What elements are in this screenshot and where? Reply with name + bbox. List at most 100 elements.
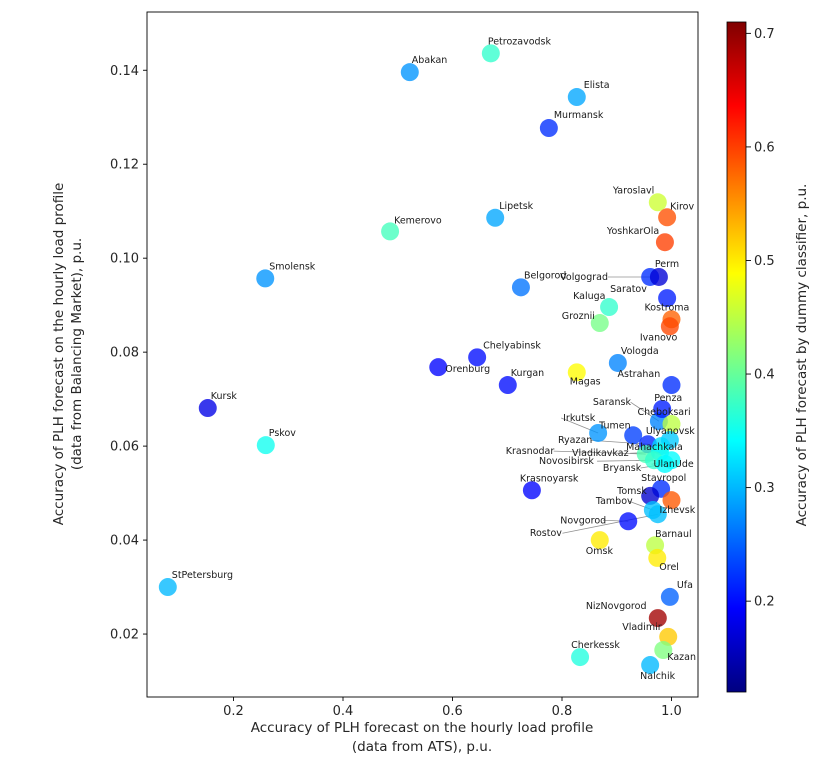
city-label: Krasnodar	[506, 446, 555, 457]
city-label: Abakan	[412, 55, 448, 66]
x-tick-label: 0.2	[223, 704, 244, 719]
city-label: Orenburg	[445, 364, 490, 375]
city-label: Kaluga	[573, 291, 605, 302]
scatter-point	[658, 208, 677, 227]
scatter-point	[662, 415, 681, 434]
scatter-point	[662, 376, 681, 395]
scatter-point	[655, 233, 674, 252]
x-tick-label: 0.6	[442, 704, 463, 719]
x-tick-label: 0.8	[552, 704, 573, 719]
city-label: Magas	[570, 376, 601, 387]
colorbar-group: 0.2 0.3 0.4 0.5 0.6 0.7	[726, 21, 775, 693]
city-label: Lipetsk	[499, 201, 533, 212]
city-label: Petrozavodsk	[488, 36, 552, 47]
colorbar-tick-label: 0.4	[754, 368, 775, 383]
x-axis-label-line2: (data from ATS), p.u.	[352, 739, 492, 755]
city-label: Kazan	[667, 652, 696, 663]
scatter-point	[662, 451, 681, 470]
scatter-point	[649, 267, 668, 286]
y-tick-label: 0.02	[110, 628, 139, 643]
city-label: Perm	[655, 259, 679, 270]
city-label: Elista	[584, 80, 610, 91]
scatter-point	[590, 314, 609, 333]
scatter-point	[256, 269, 275, 288]
city-label: Krasnoyarsk	[520, 473, 579, 484]
scatter-point	[498, 376, 517, 395]
city-label: Ivanovo	[640, 332, 678, 343]
city-label: Omsk	[586, 546, 614, 557]
x-tick-label: 1.0	[661, 704, 682, 719]
city-label: Stavropol	[641, 473, 686, 484]
colorbar	[726, 21, 747, 693]
scatter-point	[468, 348, 487, 367]
city-label: Izhevsk	[660, 505, 696, 516]
scatter-point	[429, 358, 448, 377]
city-label: NizNovgorod	[586, 601, 647, 612]
scatter-point	[660, 317, 679, 336]
scatter-point	[619, 512, 638, 531]
scatter-point	[641, 656, 660, 675]
city-labels-group: Petrozavodsk Abakan Elista Murmansk Yaroslav…	[172, 36, 696, 682]
city-label: Kostroma	[645, 302, 690, 313]
city-label: StPetersburg	[172, 570, 233, 581]
scatter-point	[658, 289, 677, 308]
scatter-point	[590, 531, 609, 550]
city-label: Volgograd	[560, 272, 608, 283]
city-label: Ufa	[677, 580, 693, 591]
city-label: Tambov	[595, 496, 633, 507]
city-label: Tomsk	[616, 486, 647, 497]
y-tick-label: 0.12	[110, 158, 139, 173]
city-label: Nalchik	[640, 671, 675, 682]
scatter-point	[624, 426, 643, 445]
colorbar-tick-label: 0.7	[754, 27, 775, 42]
city-label: Kursk	[211, 391, 238, 402]
city-label: Vladikavkaz	[572, 448, 629, 459]
axes-group: 0.2 0.4 0.6 0.8 1.0 0.02 0.04 0.06 0.08 0.10 0.12 0…	[110, 11, 699, 719]
city-label: Saratov	[610, 284, 647, 295]
colorbar-label: Accuracy of PLH forecast by dummy classi…	[794, 184, 810, 527]
colorbar-tick-label: 0.5	[754, 254, 775, 269]
scatter-point	[256, 436, 275, 455]
city-label: Novgorod	[560, 515, 606, 526]
annotation-leader-line	[562, 513, 658, 534]
y-tick-label: 0.08	[110, 346, 139, 361]
city-label: Penza	[654, 393, 682, 404]
scatter-point	[641, 486, 660, 505]
x-axis-label-line1: Accuracy of PLH forecast on the hourly l…	[251, 720, 594, 736]
scatter-point	[589, 423, 608, 442]
scatter-point	[660, 587, 679, 606]
city-label: Ulyanovsk	[646, 426, 695, 437]
colorbar-tick-label: 0.2	[754, 595, 775, 610]
city-label: YoshkarOla	[606, 226, 659, 237]
city-label: Yaroslavl	[612, 185, 655, 196]
city-label: Irkutsk	[563, 413, 596, 424]
city-label: Ryazan	[558, 435, 592, 446]
scatter-point	[600, 298, 619, 317]
y-tick-label: 0.10	[110, 252, 139, 267]
city-label: Bryansk	[603, 463, 642, 474]
colorbar-tick-label: 0.3	[754, 481, 775, 496]
x-tick-label: 0.4	[333, 704, 354, 719]
scatter-point	[571, 648, 590, 667]
scatter-point	[648, 609, 667, 628]
city-label: Kurgan	[511, 368, 544, 379]
scatter-point	[198, 399, 217, 418]
city-label: Saransk	[593, 397, 632, 408]
city-label: Barnaul	[655, 529, 692, 540]
city-label: Kirov	[670, 201, 694, 212]
city-label: Novosibirsk	[539, 456, 594, 467]
city-label: Cheboksari	[638, 407, 691, 418]
scatter-point	[648, 193, 667, 212]
scatter-point	[486, 208, 505, 227]
y-tick-label: 0.06	[110, 440, 139, 455]
city-label: Vladimir	[622, 622, 662, 633]
scatter-point	[511, 278, 530, 297]
scatter-point	[648, 505, 667, 524]
city-label: Chelyabinsk	[483, 340, 541, 351]
plot-border	[146, 11, 699, 698]
scatter-point	[522, 481, 541, 500]
city-label: Belgorod	[524, 270, 566, 281]
city-label: Vologda	[621, 346, 659, 357]
city-label: Smolensk	[269, 261, 316, 272]
